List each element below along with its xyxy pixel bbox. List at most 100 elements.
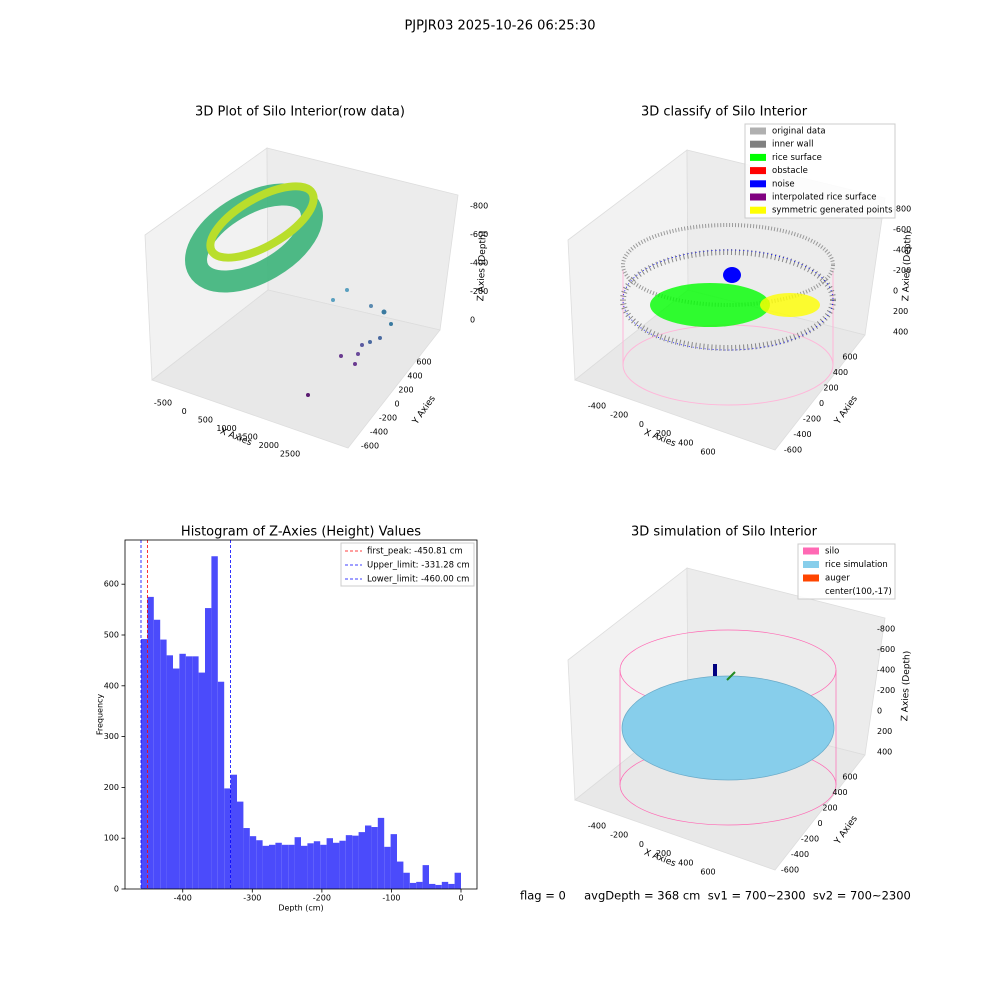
z-tick-label: -800 bbox=[893, 205, 911, 214]
legend-label: silo bbox=[825, 547, 839, 557]
y-tick-label: 300 bbox=[104, 732, 119, 741]
legend-label: original data bbox=[772, 127, 826, 137]
z-tick-label: 400 bbox=[893, 328, 908, 337]
x-tick-label: 2000 bbox=[259, 441, 279, 450]
x-tick-label: -100 bbox=[382, 894, 400, 903]
bar bbox=[422, 865, 429, 889]
z-axis-label: Z Axies (Depth) bbox=[901, 231, 913, 302]
bar bbox=[249, 836, 257, 889]
bar bbox=[358, 832, 365, 889]
x-tick-label: -300 bbox=[243, 894, 261, 903]
y-tick-label: 400 bbox=[104, 681, 119, 690]
bar bbox=[141, 639, 148, 889]
bar bbox=[224, 788, 231, 889]
bar bbox=[179, 653, 186, 889]
plot-frame bbox=[124, 539, 478, 890]
legend-label: rice surface bbox=[772, 153, 822, 163]
bar bbox=[294, 837, 301, 889]
simulation bbox=[619, 629, 837, 826]
z-tick-label: -600 bbox=[893, 225, 911, 234]
y-axis-label: Frequency bbox=[96, 694, 105, 736]
bar bbox=[352, 835, 359, 889]
x-tick-label: -200 bbox=[313, 894, 331, 903]
x-tick-label: 600 bbox=[700, 868, 715, 877]
x-tick-label: -500 bbox=[154, 399, 172, 408]
bar bbox=[333, 842, 340, 889]
subplot-title: Histogram of Z-Axies (Height) Values bbox=[181, 525, 421, 540]
x-tick-label: 200 bbox=[656, 429, 671, 438]
bar bbox=[377, 817, 385, 889]
x-tick-label: -400 bbox=[588, 822, 606, 831]
legend-label: auger bbox=[825, 574, 850, 584]
y-tick-label: 0 bbox=[394, 400, 399, 409]
x-tick-label: -400 bbox=[174, 894, 192, 903]
point-cloud bbox=[620, 223, 836, 406]
legend-patch bbox=[803, 547, 819, 555]
legend-patch bbox=[750, 153, 766, 161]
subplot-title: 3D Plot of Silo Interior(row data) bbox=[195, 105, 405, 120]
y-tick-label: 600 bbox=[104, 580, 119, 589]
bar bbox=[275, 842, 282, 889]
y-tick-label: 200 bbox=[823, 384, 838, 393]
y-tick-label: -400 bbox=[793, 430, 811, 439]
legend-label: Lower_limit: -460.00 cm bbox=[367, 575, 469, 585]
z-tick-label: -400 bbox=[470, 259, 488, 268]
y-tick-label: 100 bbox=[104, 834, 119, 843]
legend-label: symmetric generated points bbox=[772, 206, 893, 216]
bar bbox=[230, 774, 237, 889]
bar bbox=[160, 639, 167, 889]
x-tick-label: 600 bbox=[700, 448, 715, 457]
z-tick-label: -800 bbox=[877, 625, 895, 634]
x-tick-label: 400 bbox=[678, 438, 693, 447]
bar bbox=[243, 828, 250, 889]
x-tick-label: -200 bbox=[610, 831, 628, 840]
legend-patch bbox=[750, 193, 766, 201]
y-tick-label: 600 bbox=[416, 358, 431, 367]
bar bbox=[307, 843, 314, 889]
z-tick-label: -200 bbox=[470, 287, 488, 296]
y-axis-label: Y Axies bbox=[832, 394, 860, 427]
legend-label: noise bbox=[772, 179, 795, 189]
legend-label: rice simulation bbox=[825, 560, 888, 570]
x-tick-label: 1000 bbox=[216, 424, 236, 433]
y-tick-label: 600 bbox=[842, 773, 857, 782]
y-tick-label: 0 bbox=[114, 885, 119, 894]
bar bbox=[198, 672, 205, 889]
x-tick-label: 2500 bbox=[280, 450, 300, 459]
bar bbox=[166, 655, 173, 889]
bar bbox=[365, 825, 372, 889]
bar bbox=[262, 845, 269, 889]
x-tick-label: 0 bbox=[458, 894, 463, 903]
z-tick-label: -200 bbox=[893, 266, 911, 275]
legend-label: first_peak: -450.81 cm bbox=[367, 547, 463, 557]
bar bbox=[397, 861, 404, 889]
legend-label: obstacle bbox=[772, 166, 808, 176]
y-tick-label: -600 bbox=[784, 446, 802, 455]
legend-patch bbox=[803, 561, 819, 568]
bar bbox=[237, 801, 244, 889]
x-tick-label: 0 bbox=[182, 407, 187, 416]
z-tick-label: 0 bbox=[893, 287, 898, 296]
legend-label: inner wall bbox=[772, 140, 813, 150]
bar bbox=[371, 827, 378, 889]
y-tick-label: -200 bbox=[801, 835, 819, 844]
pane bbox=[151, 289, 441, 449]
x-tick-label: 200 bbox=[656, 849, 671, 858]
legend-patch bbox=[750, 167, 766, 175]
z-tick-label: -800 bbox=[470, 202, 488, 211]
z-tick-label: -200 bbox=[877, 686, 895, 695]
bar bbox=[301, 845, 308, 889]
y-tick-label: -600 bbox=[361, 442, 379, 451]
bar bbox=[429, 883, 436, 889]
z-tick-label: -600 bbox=[877, 645, 895, 654]
y-tick-label: 600 bbox=[842, 353, 857, 362]
bar bbox=[211, 556, 218, 889]
legend-box bbox=[744, 123, 896, 219]
x-tick-label: 500 bbox=[198, 416, 213, 425]
bar bbox=[448, 883, 455, 889]
y-tick-label: -200 bbox=[379, 414, 397, 423]
z-tick-label: -600 bbox=[470, 230, 488, 239]
y-tick-label: 400 bbox=[833, 368, 848, 377]
legend-label: Upper_limit: -331.28 cm bbox=[367, 561, 470, 571]
